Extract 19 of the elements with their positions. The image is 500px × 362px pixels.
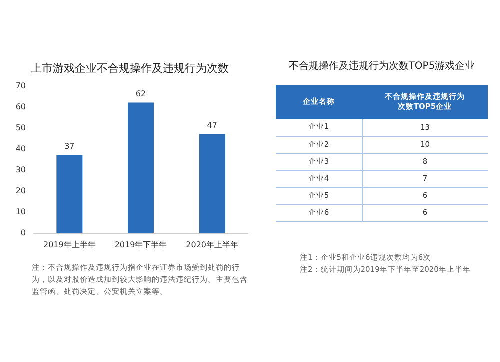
x-tick-label: 2020年上半年 bbox=[186, 240, 239, 250]
chart-title: 上市游戏企业不合规操作及违规行为次数 bbox=[31, 62, 229, 75]
y-tick-label: 30 bbox=[16, 166, 26, 174]
y-tick-label: 40 bbox=[16, 144, 26, 154]
y-tick-label: 70 bbox=[16, 82, 26, 90]
data-label: 47 bbox=[207, 120, 218, 130]
x-tick-label: 2019年下半年 bbox=[114, 240, 168, 250]
bar bbox=[56, 155, 83, 233]
y-tick-label: 20 bbox=[16, 186, 26, 196]
y-tick-label: 0 bbox=[20, 228, 26, 238]
data-label: 62 bbox=[136, 89, 146, 98]
bar bbox=[128, 102, 154, 233]
y-tick-label: 10 bbox=[16, 208, 26, 216]
text: 不合规操作及违规行为次数TOP5游戏企业 bbox=[288, 60, 476, 73]
y-tick-label: 60 bbox=[16, 102, 26, 112]
y-tick-label: 50 bbox=[16, 124, 26, 132]
bar bbox=[199, 134, 226, 233]
data-label: 37 bbox=[64, 142, 75, 151]
x-tick-label: 2019年上半年 bbox=[43, 240, 96, 250]
